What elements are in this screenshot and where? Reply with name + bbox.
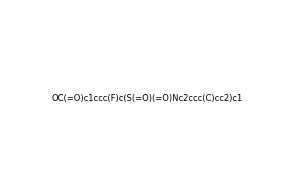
Text: OC(=O)c1ccc(F)c(S(=O)(=O)Nc2ccc(C)cc2)c1: OC(=O)c1ccc(F)c(S(=O)(=O)Nc2ccc(C)cc2)c1 <box>52 94 243 103</box>
